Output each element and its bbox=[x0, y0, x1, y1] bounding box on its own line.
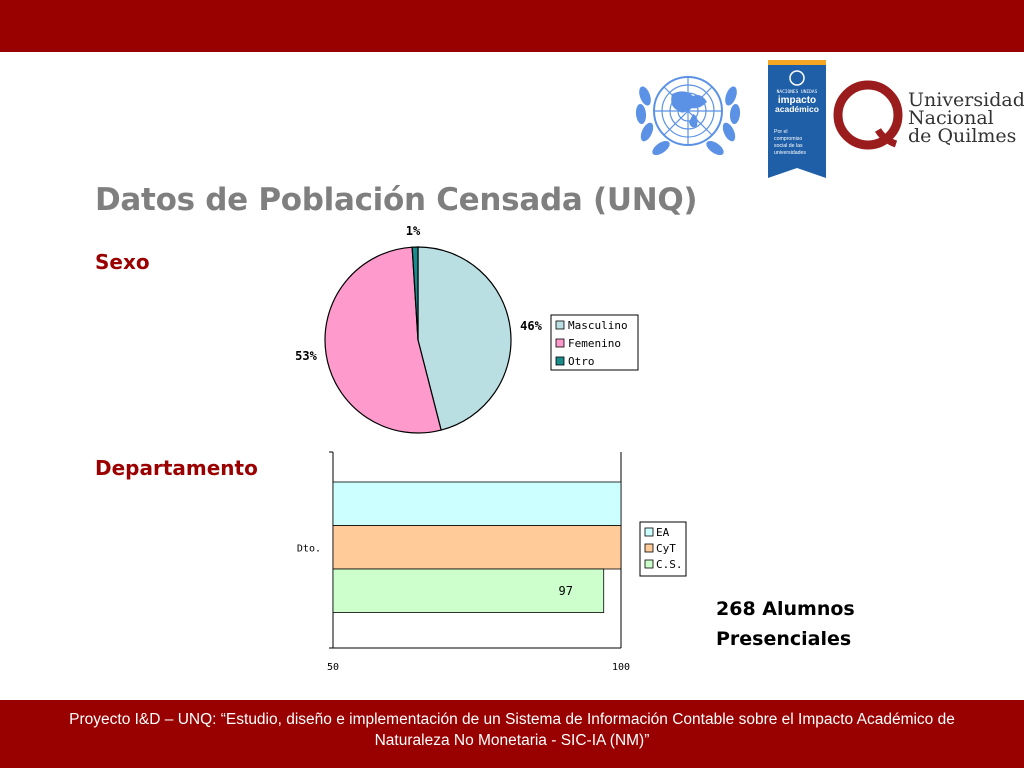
bar-xtick-label-1: 100 bbox=[612, 662, 630, 673]
pie-legend-swatch-otro bbox=[555, 356, 565, 366]
students-note-line2: Presenciales bbox=[716, 628, 852, 650]
bar-cs bbox=[332, 568, 605, 613]
bar-legend-label-cs: C.S. bbox=[656, 558, 683, 571]
students-note: 268 Alumnos Presenciales bbox=[716, 594, 855, 654]
section-sexo: Sexo bbox=[95, 250, 150, 274]
pie-legend-label-masculino: Masculino bbox=[568, 319, 628, 332]
pie-slice-otro bbox=[411, 246, 419, 341]
unq-logo-line3: de Quilmes bbox=[908, 125, 1016, 147]
unq-logo: Universidad Nacional de Quilmes bbox=[833, 80, 1024, 150]
unq-logo-line1: Universidad bbox=[908, 89, 1024, 111]
footer-line2: Naturaleza No Monetaria - SIC-IA (NM)” bbox=[374, 732, 650, 749]
bar-legend-swatch-cs bbox=[644, 559, 654, 569]
impacto-logo-desc2: compromiso bbox=[774, 136, 802, 142]
pie-legend-swatch-masculino bbox=[555, 320, 565, 330]
pie-slice-femenino bbox=[324, 246, 442, 434]
un-emblem-logo bbox=[635, 76, 741, 156]
bar-legend-swatch-ea bbox=[644, 527, 654, 537]
pie-legend-swatch-femenino bbox=[555, 338, 565, 348]
bar-cyt bbox=[332, 525, 622, 570]
impacto-academico-logo: NACIONES UNIDAS impacto académico Por el… bbox=[768, 60, 826, 178]
footer-banner: Proyecto I&D – UNQ: “Estudio, diseño e i… bbox=[0, 700, 1024, 768]
footer-line1: Proyecto I&D – UNQ: “Estudio, diseño e i… bbox=[69, 711, 955, 728]
bar-legend-swatch-cyt bbox=[644, 543, 654, 553]
impacto-logo-desc4: universidades bbox=[774, 150, 806, 156]
impacto-logo-desc1: Por el bbox=[774, 129, 788, 135]
slide-title: Datos de Población Censada (UNQ) bbox=[95, 182, 698, 218]
top-banner bbox=[0, 0, 1024, 52]
section-departamento: Departamento bbox=[95, 456, 258, 480]
bar-ea bbox=[332, 481, 622, 526]
bar-legend-label-cyt: CyT bbox=[656, 542, 676, 555]
impacto-logo-top: NACIONES UNIDAS bbox=[777, 89, 818, 95]
students-note-line1: 268 Alumnos bbox=[716, 598, 855, 620]
pie-slice-masculino bbox=[417, 246, 512, 431]
impacto-logo-desc3: social de las bbox=[774, 143, 803, 149]
impacto-logo-line1: impacto bbox=[778, 95, 816, 106]
pie-value-label-femenino: 53% bbox=[295, 349, 317, 363]
unq-logo-line2: Nacional bbox=[908, 107, 994, 129]
pie-legend-label-otro: Otro bbox=[568, 355, 595, 368]
pie-legend bbox=[550, 314, 639, 371]
pie-legend-label-femenino: Femenino bbox=[568, 337, 621, 350]
bar-category-label: Dto. bbox=[297, 543, 321, 554]
bar-legend-label-ea: EA bbox=[656, 526, 670, 539]
pie-value-label-otro: 1% bbox=[406, 224, 421, 238]
pie-value-label-masculino: 46% bbox=[520, 319, 542, 333]
bar-xtick-label-0: 50 bbox=[327, 662, 339, 673]
impacto-logo-line2: académico bbox=[775, 104, 819, 114]
bar-data-label-cs: 97 bbox=[558, 584, 572, 598]
